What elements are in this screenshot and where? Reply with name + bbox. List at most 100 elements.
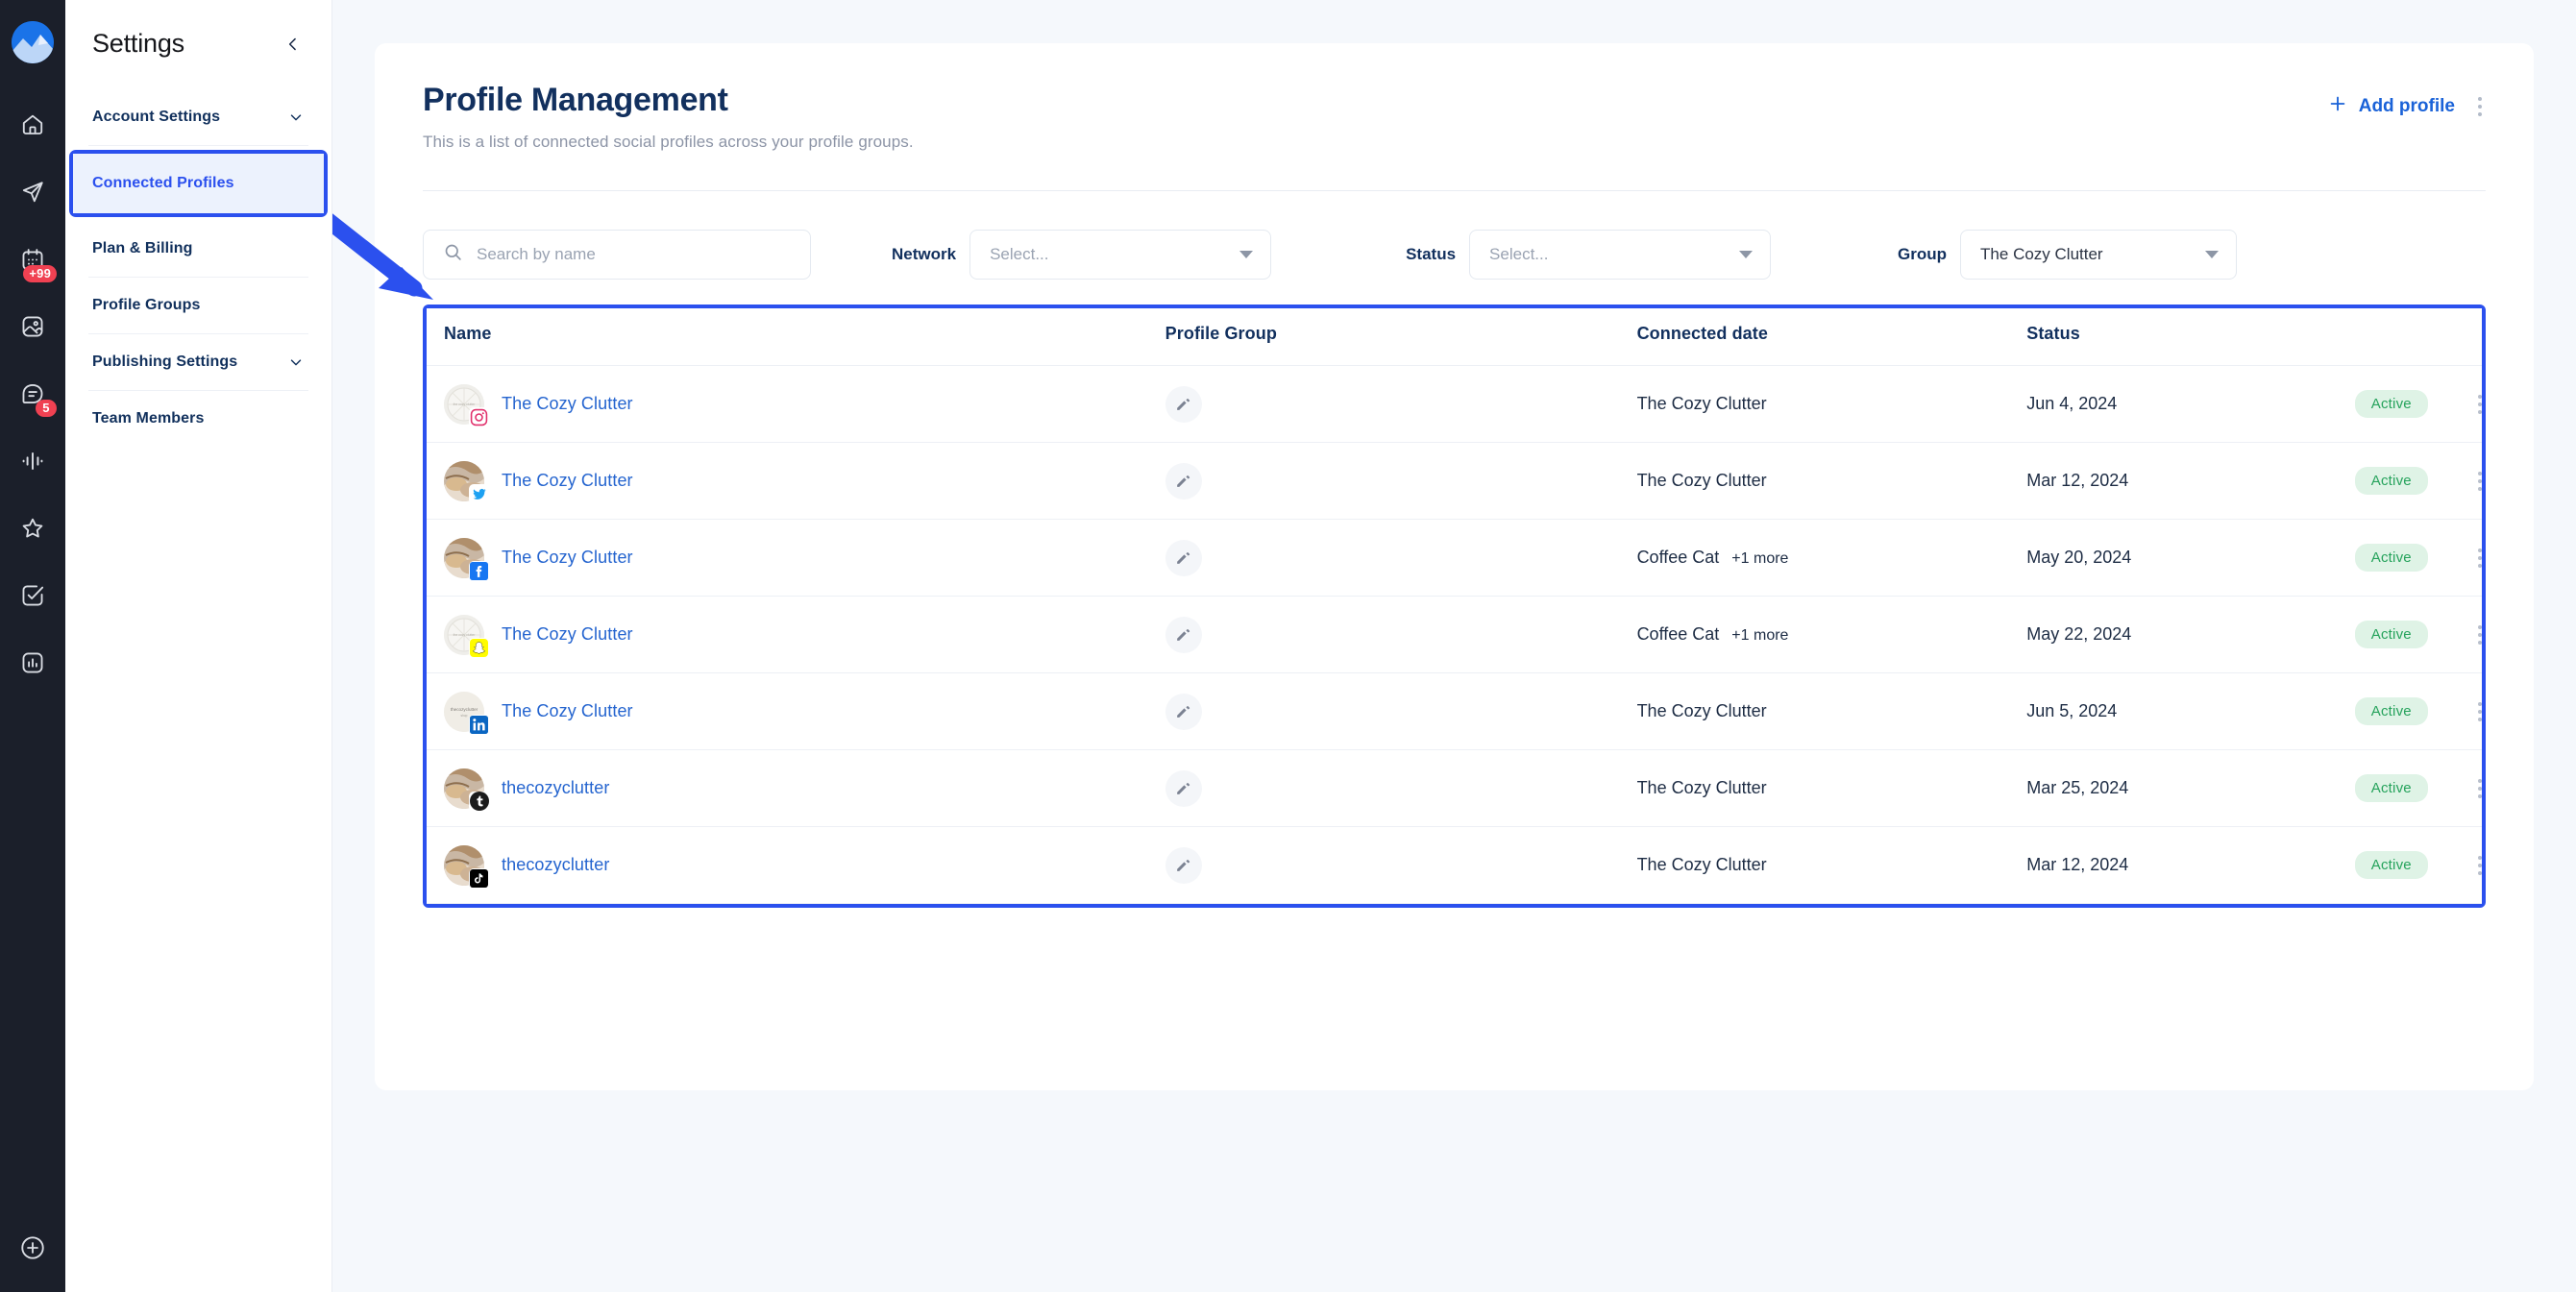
- search-icon: [443, 242, 463, 267]
- cell-status: Active: [2354, 749, 2478, 827]
- avatar: [444, 460, 489, 504]
- chevron-down-icon: [1739, 251, 1754, 258]
- edit-profile-button[interactable]: [1165, 385, 1202, 423]
- column-header-profile-group[interactable]: Profile Group: [1165, 324, 1277, 343]
- status-badge: Active: [2354, 390, 2428, 418]
- rail-item-inbox-message-icon[interactable]: 5: [12, 373, 57, 417]
- row-kebab-menu-icon[interactable]: [2478, 548, 2482, 568]
- profile-name-link[interactable]: thecozyclutter: [502, 855, 610, 874]
- rail-item-task-check-icon[interactable]: [12, 574, 54, 617]
- sidebar-item-connected-profiles[interactable]: Connected Profiles: [69, 150, 328, 217]
- sidebar-item-team-members[interactable]: Team Members: [88, 391, 308, 447]
- edit-profile-button[interactable]: [1165, 693, 1202, 730]
- status-badge: Active: [2354, 697, 2428, 725]
- rail-item-plus-circle-icon[interactable]: [12, 1227, 54, 1269]
- sidebar-item-plan-billing[interactable]: Plan & Billing: [88, 221, 308, 278]
- profile-group-more[interactable]: +1 more: [1731, 550, 1789, 567]
- rail-item-calendar-icon[interactable]: +99: [12, 238, 57, 282]
- status-filter-select[interactable]: Select...: [1469, 230, 1772, 280]
- edit-profile-button[interactable]: [1165, 616, 1202, 653]
- row-kebab-menu-icon[interactable]: [2478, 471, 2482, 491]
- cell-row-actions: [2478, 672, 2482, 750]
- table-row[interactable]: thecozyclutter shop The Cozy Clutter The Co…: [427, 672, 2482, 750]
- table-row[interactable]: The Cozy Clutter Coffee Cat +1 more May 20,…: [427, 519, 2482, 597]
- settings-sidebar: Settings Account Settings Connected Prof…: [65, 0, 332, 1292]
- connected-date-value: May 20, 2024: [2026, 548, 2132, 567]
- settings-nav: Account Settings Connected Profiles Plan…: [69, 101, 328, 447]
- cell-connected-date: Mar 12, 2024: [2026, 826, 2355, 904]
- network-filter-label: Network: [892, 245, 957, 263]
- group-filter-select[interactable]: The Cozy Clutter: [1960, 230, 2238, 280]
- search-input[interactable]: [477, 245, 791, 264]
- table-row[interactable]: the cozy clutter The Cozy Clutter Coffee C…: [427, 596, 2482, 673]
- network-badge-tumblr-icon: [469, 791, 489, 812]
- rail-badge-calendar: +99: [23, 265, 57, 282]
- edit-profile-button[interactable]: [1165, 539, 1202, 576]
- table-row[interactable]: The Cozy Clutter The Cozy Clutter Mar 12, …: [427, 442, 2482, 520]
- status-filter-label: Status: [1406, 245, 1457, 263]
- profile-name-link[interactable]: thecozyclutter: [502, 778, 610, 797]
- profile-name-link[interactable]: The Cozy Clutter: [502, 624, 633, 644]
- cell-status: Active: [2354, 365, 2478, 443]
- sidebar-item-publishing-settings[interactable]: Publishing Settings: [88, 334, 308, 391]
- profile-group-value: The Cozy Clutter: [1636, 855, 1767, 874]
- edit-profile-button[interactable]: [1165, 462, 1202, 500]
- sidebar-item-profile-groups[interactable]: Profile Groups: [88, 278, 308, 334]
- cell-connected-date: Jun 5, 2024: [2026, 672, 2355, 750]
- cell-connected-date: Jun 4, 2024: [2026, 365, 2355, 443]
- avatar: [444, 844, 489, 889]
- column-header-name[interactable]: Name: [444, 324, 492, 343]
- header-kebab-menu-icon[interactable]: [2474, 93, 2486, 120]
- cell-profile-group: Coffee Cat +1 more: [1636, 519, 2027, 597]
- search-input-wrapper[interactable]: [423, 230, 811, 280]
- edit-profile-button[interactable]: [1165, 769, 1202, 807]
- row-kebab-menu-icon[interactable]: [2478, 624, 2482, 645]
- network-filter-select[interactable]: Select...: [969, 230, 1272, 280]
- status-badge: Active: [2354, 774, 2428, 802]
- row-kebab-menu-icon[interactable]: [2478, 778, 2482, 798]
- column-header-connected-date[interactable]: Connected date: [1636, 324, 1768, 343]
- edit-profile-button[interactable]: [1165, 846, 1202, 884]
- card-header: Profile Management This is a list of con…: [423, 82, 2486, 152]
- sidebar-item-label: Plan & Billing: [92, 240, 193, 256]
- profile-name-link[interactable]: The Cozy Clutter: [502, 701, 633, 720]
- network-filter: Network Select...: [892, 230, 1272, 280]
- connected-date-value: Mar 12, 2024: [2026, 471, 2129, 490]
- table-row[interactable]: thecozyclutter The Cozy Clutter Mar 25, 20…: [427, 749, 2482, 827]
- row-kebab-menu-icon[interactable]: [2478, 855, 2482, 875]
- sidebar-item-account-settings[interactable]: Account Settings: [88, 101, 308, 146]
- table-row[interactable]: thecozyclutter The Cozy Clutter Mar 12, 20…: [427, 826, 2482, 904]
- workspace-avatar[interactable]: [12, 21, 54, 63]
- rail-item-home-icon[interactable]: [12, 104, 54, 146]
- profile-name-link[interactable]: The Cozy Clutter: [502, 471, 633, 490]
- rail-item-star-icon[interactable]: [12, 507, 54, 549]
- status-badge: Active: [2354, 467, 2428, 495]
- cell-connected-date: Mar 12, 2024: [2026, 442, 2355, 520]
- table-header: Name Profile Group Connected date Status: [427, 308, 2482, 366]
- avatar: [444, 537, 489, 581]
- rail-item-image-icon[interactable]: [12, 305, 54, 348]
- group-filter-label: Group: [1898, 245, 1948, 263]
- profile-name-link[interactable]: The Cozy Clutter: [502, 394, 633, 413]
- sidebar-item-label: Account Settings: [92, 109, 221, 125]
- group-filter-value: The Cozy Clutter: [1980, 245, 2103, 263]
- sidebar-item-label: Profile Groups: [92, 297, 201, 313]
- profile-group-more[interactable]: +1 more: [1731, 627, 1789, 644]
- rail-item-audio-wave-icon[interactable]: [12, 440, 54, 482]
- network-badge-tiktok-icon: [469, 867, 489, 889]
- network-badge-twitter-icon: [469, 483, 489, 504]
- chevron-left-icon[interactable]: [283, 35, 303, 54]
- row-kebab-menu-icon[interactable]: [2478, 394, 2482, 414]
- rail-item-send-icon[interactable]: [12, 171, 54, 213]
- rail-badge-inbox: 5: [36, 400, 57, 417]
- network-badge-snapchat-icon: [469, 637, 489, 658]
- row-kebab-menu-icon[interactable]: [2478, 701, 2482, 721]
- profile-management-card: Profile Management This is a list of con…: [375, 43, 2534, 1090]
- profile-name-link[interactable]: The Cozy Clutter: [502, 548, 633, 567]
- table-header-row: Name Profile Group Connected date Status: [427, 308, 2482, 366]
- column-header-status[interactable]: Status: [2026, 324, 2080, 343]
- rail-item-analytics-icon[interactable]: [12, 642, 54, 684]
- table-row[interactable]: the cozy clutter The Cozy Clutter The Cozy…: [427, 365, 2482, 443]
- add-profile-button[interactable]: Add profile: [2327, 93, 2455, 120]
